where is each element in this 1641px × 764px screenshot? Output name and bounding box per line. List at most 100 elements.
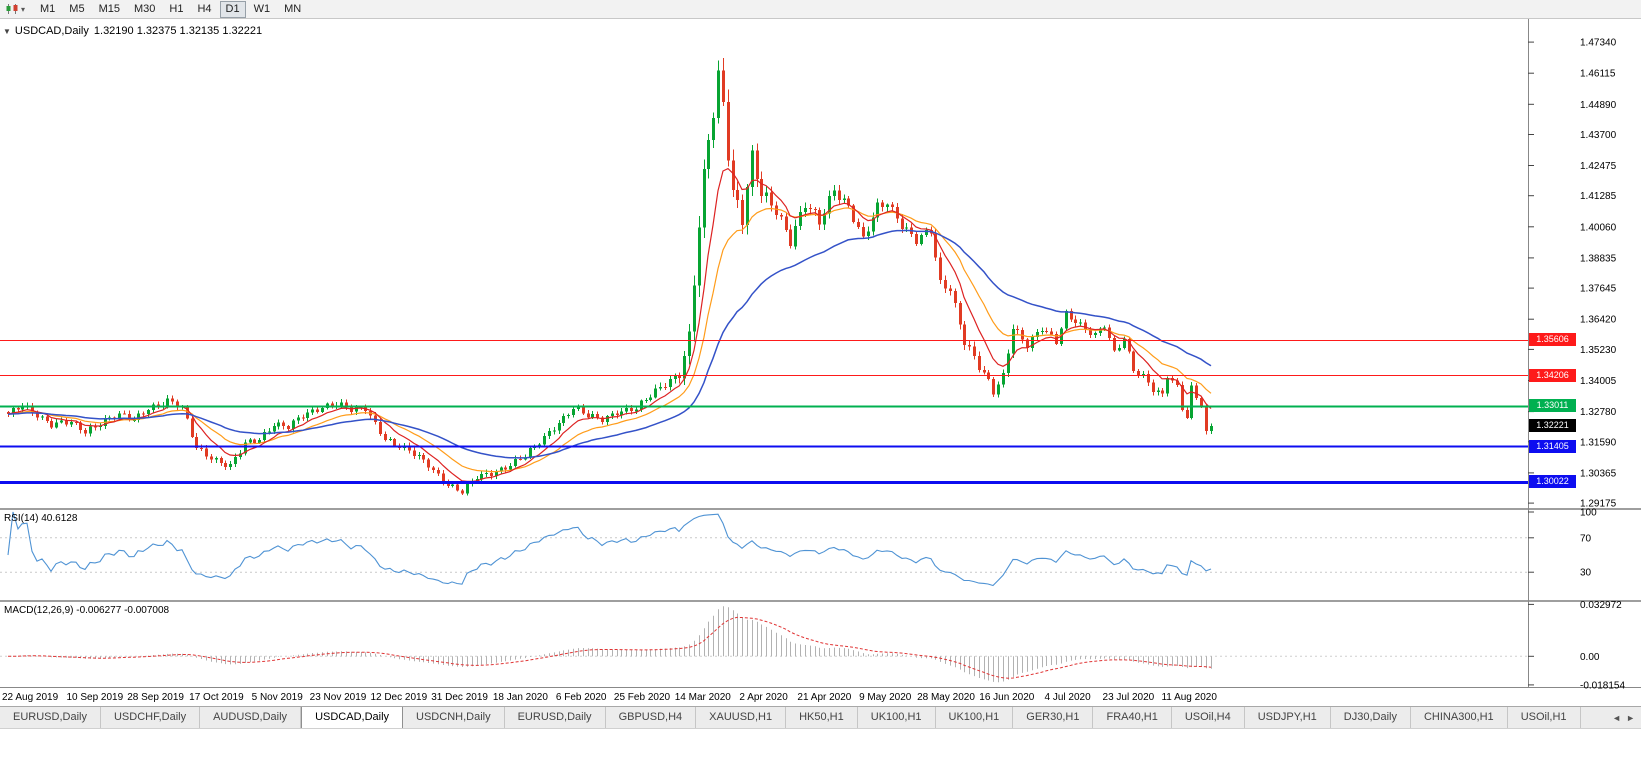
price-tick-label: 1.36420 [1580,315,1617,326]
rsi-tick-label: 30 [1580,568,1592,579]
macd-tick-label: 0.032972 [1580,600,1622,611]
symbol-expander-icon[interactable]: ▼ [3,27,11,36]
chart-canvas[interactable]: 1.47340 1.46115 1.44890 1.43700 1.42475 1.412… [0,19,1641,706]
tab-ger30-h1[interactable]: GER30,H1 [1013,707,1094,728]
macd-tick-label: 0.00 [1580,652,1600,663]
panel-separator-macd[interactable] [0,600,1641,602]
price-tick-label: 1.37645 [1580,284,1617,295]
price-tick-label: 1.34005 [1580,376,1617,387]
price-tick-label: 1.41285 [1580,191,1617,202]
date-label: 10 Sep 2019 [66,692,123,703]
date-label: 5 Nov 2019 [252,692,304,703]
timeframe-m1[interactable]: M1 [40,2,56,15]
date-label: 14 Mar 2020 [675,692,732,703]
timeframe-d1[interactable]: D1 [219,0,246,18]
tab-hk50-h1[interactable]: HK50,H1 [786,707,858,728]
timeframe-h4[interactable]: H4 [197,2,212,15]
rsi-tick-label: 100 [1580,508,1597,519]
date-label: 6 Feb 2020 [556,692,607,703]
ma-mid-line [7,207,1212,473]
date-label: 12 Dec 2019 [370,692,427,703]
timeframe-h1[interactable]: H1 [169,2,184,15]
price-tick-label: 1.43700 [1580,130,1617,141]
price-tick-label: 1.42475 [1580,161,1617,172]
mini-candles-icon [6,4,18,14]
tab-audusd-daily[interactable]: AUDUSD,Daily [200,707,302,728]
macd-indicator-label: MACD(12,26,9) -0.006277 -0.007008 [4,605,170,616]
price-tick-label: 1.32780 [1580,407,1617,418]
date-label: 17 Oct 2019 [189,692,244,703]
tab-eurusd-daily[interactable]: EURUSD,Daily [504,707,606,728]
tab-china300-h1[interactable]: CHINA300,H1 [1410,707,1508,728]
panel-separator-rsi[interactable] [0,508,1641,510]
chart-symbol-label: USDCAD,Daily [14,25,89,37]
date-label: 22 Aug 2019 [2,692,59,703]
top-toolbar: ▾ M1 M5 M15 M30 H1 H4 D1 W1 MN [0,0,1641,19]
date-label: 11 Aug 2020 [1161,692,1217,703]
tab-xauusd-h1[interactable]: XAUUSD,H1 [696,707,787,728]
macd-indicator: 0.032972 0.00 -0.018154 [0,600,1625,691]
tabs-scroll-right-icon[interactable]: ► [1626,712,1635,723]
tab-usoil-h4[interactable]: USOil,H4 [1171,707,1245,728]
chart-tabs-bar: EURUSD,Daily USDCHF,Daily AUDUSD,Daily USDC… [0,706,1641,729]
dropdown-caret-icon: ▾ [21,4,26,14]
tab-fra40-h1[interactable]: FRA40,H1 [1093,707,1172,728]
date-label: 2 Apr 2020 [739,692,788,703]
chart-title: ▼ USDCAD,Daily 1.32190 1.32375 1.32135 1.3… [3,25,262,37]
tab-usdcad-daily[interactable]: USDCAD,Daily [301,707,404,728]
tab-uk100-h1[interactable]: UK100,H1 [935,707,1014,728]
ma-fast-line [7,167,1212,483]
date-label: 23 Nov 2019 [310,692,367,703]
price-tick-label: 1.46115 [1580,69,1616,80]
rsi-panel[interactable] [0,510,1528,600]
price-tick-label: 1.31590 [1580,437,1617,448]
price-scale[interactable]: 1.47340 1.46115 1.44890 1.43700 1.42475 1.412… [1528,38,1617,510]
price-tick-label: 1.29175 [1580,499,1617,510]
macd-signal-line [7,616,1212,679]
date-label: 23 Jul 2020 [1103,692,1155,703]
tab-dj30-daily[interactable]: DJ30,Daily [1330,707,1411,728]
tab-usdcnh-daily[interactable]: USDCNH,Daily [403,707,505,728]
tab-eurusd-daily[interactable]: EURUSD,Daily [0,707,101,728]
date-label: 25 Feb 2020 [614,692,671,703]
tab-gbpusd-h4[interactable]: GBPUSD,H4 [605,707,697,728]
tab-usoil-h1[interactable]: USOil,H1 [1507,707,1581,728]
price-tick-label: 1.44890 [1580,100,1617,111]
tab-uk100-h1[interactable]: UK100,H1 [857,707,936,728]
price-tick-label: 1.38835 [1580,253,1617,264]
macd-panel[interactable] [0,602,1528,687]
tabs-scroll-left-icon[interactable]: ◄ [1612,712,1622,723]
timeframe-buttons: M1 M5 M15 M30 H1 H4 D1 W1 MN [33,0,308,18]
rsi-line [7,511,1212,587]
chart-window[interactable]: 1.47340 1.46115 1.44890 1.43700 1.42475 1.412… [0,19,1641,706]
tabs-scroll-arrows: ◄ ► [1606,707,1641,728]
price-tick-label: 1.40060 [1580,222,1617,233]
tab-usdchf-daily[interactable]: USDCHF,Daily [100,707,201,728]
timeframe-w1[interactable]: W1 [253,2,271,15]
chart-tabs: EURUSD,Daily USDCHF,Daily AUDUSD,Daily USDC… [0,707,1606,728]
date-label: 28 May 2020 [917,692,975,703]
date-label: 16 Jun 2020 [979,692,1034,703]
date-label: 18 Jan 2020 [493,692,548,703]
date-label: 31 Dec 2019 [431,692,488,703]
rsi-indicator: 100 70 30 [0,508,1597,587]
tab-usdjpy-h1[interactable]: USDJPY,H1 [1244,707,1331,728]
chart-ohlc-values: 1.32190 1.32375 1.32135 1.32221 [93,25,263,37]
chart-type-icon[interactable]: ▾ [5,3,25,15]
main-chart-panel[interactable] [0,19,1528,508]
timeframe-m15[interactable]: M15 [98,2,120,15]
price-tick-label: 1.47340 [1580,38,1617,49]
timeframe-mn[interactable]: MN [284,2,302,15]
rsi-tick-label: 70 [1580,533,1592,544]
timeframe-m5[interactable]: M5 [69,2,85,15]
macd-tick-label: -0.018154 [1580,680,1625,691]
date-label: 28 Sep 2019 [127,692,184,703]
date-axis[interactable]: 22 Aug 2019 10 Sep 2019 28 Sep 2019 17 Oct … [2,692,1217,703]
date-label: 4 Jul 2020 [1045,692,1092,703]
date-label: 9 May 2020 [859,692,912,703]
timeframe-m30[interactable]: M30 [133,2,156,15]
price-tick-label: 1.30365 [1580,468,1617,479]
ma-slow-line [7,229,1212,459]
date-label: 21 Apr 2020 [797,692,851,703]
rsi-indicator-label: RSI(14) 40.6128 [4,513,78,524]
